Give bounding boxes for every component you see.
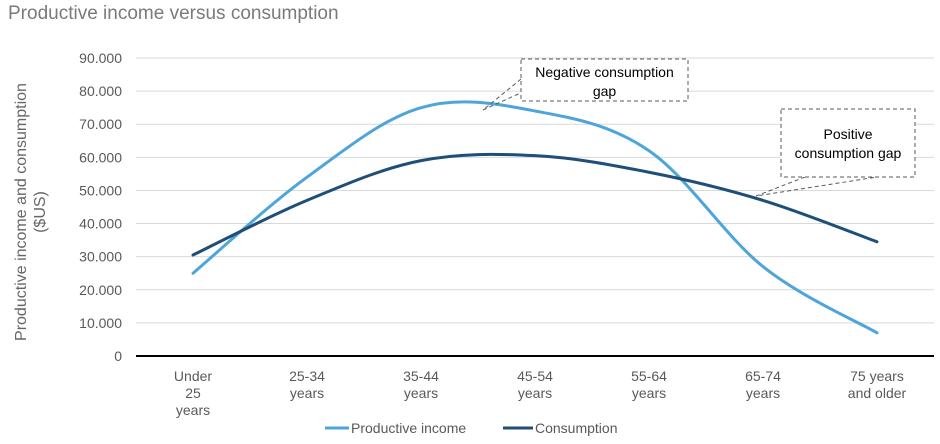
y-tick-label: 30.000 (79, 249, 122, 265)
x-tick-label: 25-34 years (289, 368, 325, 401)
x-tick-label: 65-74 years (745, 368, 781, 401)
annotation-box (520, 58, 689, 102)
annotation-text: Negative consumption gap (535, 64, 674, 99)
annotation-box (780, 108, 916, 178)
annotation-leader-line (482, 78, 528, 111)
annotation-positive-gap: Positive consumption gap (755, 108, 916, 197)
chart-title: Productive income versus consumption (8, 3, 339, 24)
series-line-productive-income (191, 100, 879, 335)
x-tick-label: 45-54 years (517, 368, 553, 401)
annotation-leader-line (755, 176, 878, 197)
y-tick-label: 60.000 (79, 149, 122, 165)
legend-label: Consumption (535, 420, 618, 436)
annotation-negative-gap: Negative consumption gap (482, 58, 689, 111)
legend-item: Consumption (503, 420, 618, 436)
x-tick-label: 55-64 years (631, 368, 667, 401)
y-tick-label: 10.000 (79, 315, 122, 331)
y-tick-label: 20.000 (79, 282, 122, 298)
y-tick-label: 90.000 (79, 50, 122, 66)
y-tick-label: 40.000 (79, 216, 122, 232)
x-tick-label: 75 years and older (848, 368, 907, 401)
x-tick-label: 35-44 years (403, 368, 439, 401)
x-tick-label: Under 25 years (174, 368, 212, 418)
y-tick-label: 0 (114, 348, 122, 364)
y-tick-label: 50.000 (79, 182, 122, 198)
y-tick-label: 70.000 (79, 116, 122, 132)
series-line-consumption (191, 152, 879, 257)
y-tick-label: 80.000 (79, 83, 122, 99)
legend-label: Productive income (351, 420, 466, 436)
legend-item: Productive income (325, 420, 466, 436)
annotation-text: Positive consumption gap (795, 126, 902, 161)
